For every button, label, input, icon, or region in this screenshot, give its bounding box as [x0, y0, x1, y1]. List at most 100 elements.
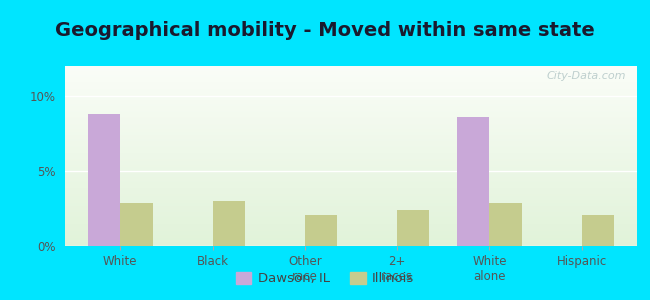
Bar [65, 135, 637, 136]
Bar [65, 90, 637, 91]
Bar [65, 177, 637, 178]
Bar [65, 238, 637, 239]
Bar [489, 202, 522, 246]
Bar [65, 114, 637, 115]
Bar [65, 215, 637, 216]
Bar [65, 216, 637, 217]
Text: City-Data.com: City-Data.com [546, 71, 625, 81]
Bar [65, 115, 637, 116]
Bar [65, 125, 637, 126]
Bar [65, 99, 637, 100]
Bar [65, 218, 637, 219]
Bar [65, 198, 637, 199]
Bar [305, 214, 337, 246]
Bar [65, 217, 637, 218]
Bar [65, 74, 637, 75]
Bar [65, 174, 637, 175]
Bar [65, 207, 637, 208]
Bar [65, 154, 637, 155]
Bar [65, 69, 637, 70]
Bar [65, 176, 637, 177]
Bar [65, 223, 637, 224]
Bar [65, 178, 637, 179]
Bar [65, 138, 637, 139]
Bar [65, 110, 637, 111]
Bar [65, 163, 637, 164]
Bar [65, 155, 637, 156]
Bar [65, 179, 637, 180]
Bar [65, 137, 637, 138]
Bar [65, 242, 637, 243]
Bar [65, 212, 637, 213]
Bar [213, 201, 245, 246]
Bar [65, 66, 637, 67]
Bar [65, 128, 637, 129]
Bar [65, 228, 637, 229]
Bar [65, 161, 637, 162]
Bar [397, 210, 430, 246]
Bar [65, 190, 637, 191]
Bar [65, 153, 637, 154]
Bar [65, 235, 637, 236]
Bar [65, 231, 637, 232]
Bar [65, 227, 637, 228]
Bar [582, 214, 614, 246]
Bar [65, 150, 637, 151]
Bar [65, 117, 637, 118]
Bar [65, 131, 637, 132]
Bar [65, 113, 637, 114]
Bar [65, 102, 637, 103]
Bar [65, 146, 637, 147]
Bar [65, 202, 637, 203]
Bar [65, 164, 637, 165]
Bar [65, 105, 637, 106]
Bar [65, 144, 637, 145]
Bar [65, 220, 637, 221]
Bar [65, 94, 637, 95]
Bar [88, 114, 120, 246]
Bar [65, 96, 637, 97]
Bar [65, 221, 637, 222]
Bar [65, 145, 637, 146]
Legend: Dawson, IL, Illinois: Dawson, IL, Illinois [230, 266, 420, 290]
Text: Geographical mobility - Moved within same state: Geographical mobility - Moved within sam… [55, 21, 595, 40]
Bar [65, 100, 637, 101]
Bar [65, 75, 637, 76]
Bar [65, 142, 637, 143]
Bar [65, 92, 637, 93]
Bar [65, 167, 637, 168]
Bar [65, 245, 637, 246]
Bar [65, 194, 637, 195]
Bar [65, 73, 637, 74]
Bar [65, 241, 637, 242]
Bar [65, 201, 637, 202]
Bar [65, 147, 637, 148]
Bar [65, 68, 637, 69]
Bar [65, 157, 637, 158]
Bar [65, 166, 637, 167]
Bar [65, 141, 637, 142]
Bar [65, 127, 637, 128]
Bar [65, 230, 637, 231]
Bar [65, 193, 637, 194]
Bar [65, 140, 637, 141]
Bar [65, 225, 637, 226]
Bar [65, 165, 637, 166]
Bar [65, 129, 637, 130]
Bar [65, 103, 637, 104]
Bar [65, 88, 637, 89]
Bar [65, 168, 637, 169]
Bar [65, 71, 637, 72]
Bar [65, 120, 637, 121]
Bar [65, 139, 637, 140]
Bar [65, 243, 637, 244]
Bar [65, 187, 637, 188]
Bar [65, 222, 637, 223]
Bar [65, 95, 637, 96]
Bar [65, 237, 637, 238]
Bar [65, 93, 637, 94]
Bar [65, 182, 637, 183]
Bar [65, 77, 637, 78]
Bar [65, 151, 637, 152]
Bar [65, 76, 637, 77]
